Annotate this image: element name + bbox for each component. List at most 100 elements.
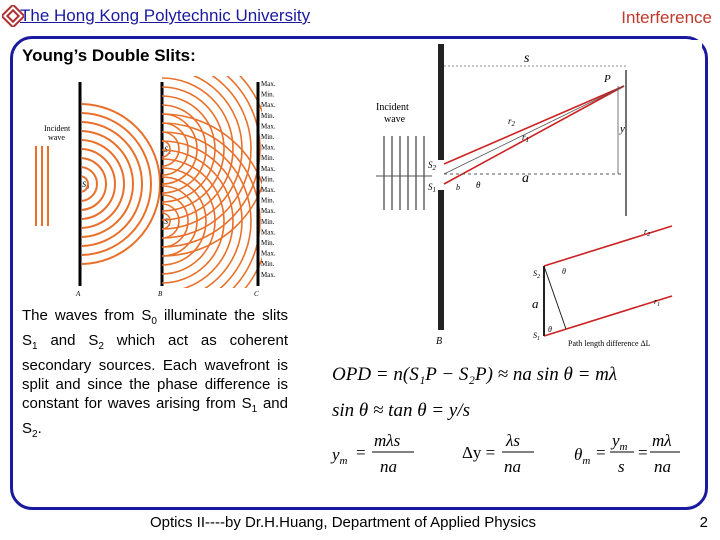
- slit-wavefronts: [162, 76, 262, 288]
- page-number: 2: [699, 514, 708, 531]
- slit-wavefront-arc: [162, 176, 207, 266]
- min-label: Min.: [261, 154, 275, 162]
- slit-wavefront-arc: [162, 131, 180, 167]
- inset-theta-label: θ: [562, 267, 566, 276]
- screen-label-b: B: [158, 290, 163, 298]
- body-paragraph: The waves from S0 illuminate the slits S…: [22, 307, 288, 440]
- r2-label: r2: [508, 116, 516, 128]
- min-label: Min.: [261, 260, 275, 268]
- svg-text:=: =: [596, 443, 606, 462]
- university-name[interactable]: The Hong Kong Polytechnic University: [20, 6, 311, 25]
- ray-r2: [443, 85, 625, 165]
- small-angle-equation: sin θ ≈ tan θ = y/s: [332, 400, 470, 421]
- slit-wavefront-arc: [162, 212, 171, 230]
- s0-wavefront-arc: [82, 130, 134, 238]
- ym-equation: ym = mλs na: [330, 431, 414, 476]
- inset-a-label: a: [532, 296, 539, 311]
- right-s1-label: S1: [428, 182, 436, 194]
- incident-wavefronts-right: [383, 136, 425, 210]
- max-min-labels: Max. Min. Max. Min. Max. Min. Max. Min. Max. Min.…: [261, 80, 276, 279]
- slit-wavefront-arc: [162, 104, 207, 194]
- screen-label-a: A: [75, 290, 81, 298]
- min-label: Min.: [261, 175, 275, 183]
- svg-text:mλ: mλ: [652, 431, 672, 450]
- max-label: Max.: [261, 186, 276, 194]
- barrier-b-label: B: [436, 336, 442, 347]
- max-label: Max.: [261, 80, 276, 88]
- left-incident-label-1: Incident: [44, 124, 71, 133]
- s0-wavefront-arc: [82, 103, 161, 265]
- inset-theta-label-2: θ: [548, 325, 552, 334]
- left-incident-label-2: wave: [48, 133, 65, 142]
- svg-text:θm: θm: [574, 445, 590, 467]
- inset-ray-lower: [543, 295, 673, 337]
- inset-r2-label: r2: [644, 227, 650, 238]
- slit-wavefront-arc: [162, 122, 261, 288]
- slit-wavefront-arc: [162, 77, 234, 221]
- slit-wavefront-arc: [162, 158, 225, 284]
- s0-wavefront-arc: [82, 175, 89, 193]
- screen-label-c: C: [254, 290, 259, 298]
- s0-wavefront-arc: [82, 166, 98, 202]
- max-label: Max.: [261, 122, 276, 130]
- inset-s2-label: S2: [533, 269, 540, 280]
- min-label: Min.: [261, 197, 275, 205]
- svg-text:λs: λs: [505, 431, 520, 450]
- barrier-upper: [438, 44, 444, 160]
- b-label: b: [456, 183, 460, 192]
- min-label: Min.: [261, 112, 275, 120]
- inset-s1-label: S1: [533, 331, 540, 342]
- slit-wavefront-arc: [162, 76, 261, 248]
- inset-path-label: Path length difference ΔL: [568, 339, 651, 348]
- svg-text:mλs: mλs: [374, 431, 401, 450]
- svg-text:ym: ym: [610, 431, 628, 453]
- distance-s-label: s: [524, 51, 530, 66]
- theta-m-equation: θm = ym s = mλ na: [574, 431, 680, 476]
- s0-wavefront-arc: [82, 139, 125, 229]
- s0-wavefront-arc: [82, 157, 107, 211]
- slit-wavefront-arc: [162, 122, 189, 176]
- footer-text: Optics II----by Dr.H.Huang, Department o…: [150, 514, 536, 531]
- slit-wavefront-arc: [162, 167, 216, 275]
- slit-wavefront-arc: [162, 185, 198, 257]
- dy-equation: Δy = λs na: [462, 431, 534, 476]
- max-label: Max.: [261, 101, 276, 109]
- max-label: Max.: [261, 207, 276, 215]
- slit-wavefront-arc: [162, 149, 234, 288]
- min-label: Min.: [261, 91, 275, 99]
- theta-label: θ: [476, 180, 481, 190]
- s0-wavefront-arc: [82, 112, 152, 256]
- svg-text:na: na: [654, 457, 671, 476]
- max-label: Max.: [261, 165, 276, 173]
- slit-wavefront-arc: [162, 140, 243, 288]
- point-p-label: P: [603, 73, 611, 85]
- svg-text:=: =: [638, 443, 648, 462]
- slit-separation-label: a: [522, 171, 529, 186]
- max-label: Max.: [261, 144, 276, 152]
- slide-topic: Interference: [621, 8, 712, 27]
- inset-ray-upper: [543, 225, 673, 267]
- slide-title: Young’s Double Slits:: [22, 46, 196, 65]
- s0-wavefront-arc: [82, 148, 116, 220]
- svg-text:=: =: [356, 443, 366, 462]
- max-label: Max.: [261, 250, 276, 258]
- r1-label: r1: [522, 132, 529, 144]
- incident-wavefronts: [35, 146, 49, 226]
- slit-wavefront-arc: [162, 76, 252, 239]
- svg-text:na: na: [504, 457, 521, 476]
- slit-wavefront-arc: [162, 131, 252, 288]
- max-label: Max.: [261, 228, 276, 236]
- fringe-equations: ym = mλs na Δy = λs na θm = ym s = mλ na: [330, 431, 680, 476]
- right-incident-label-2: wave: [384, 114, 406, 125]
- ray-r1: [443, 85, 625, 185]
- min-label: Min.: [261, 239, 275, 247]
- min-label: Min.: [261, 218, 275, 226]
- s0-wavefront-arc: [82, 121, 143, 247]
- min-label: Min.: [261, 133, 275, 141]
- slit-wavefront-arc: [162, 203, 180, 239]
- svg-text:na: na: [380, 457, 397, 476]
- inset-r1-label: r1: [654, 297, 660, 308]
- double-slit-wave-figure: Incident wave S0 S2 S1 Max.Min.Max.Min.M…: [32, 76, 282, 298]
- inset-perpendicular: [543, 265, 567, 330]
- right-s2-label: S2: [428, 160, 437, 172]
